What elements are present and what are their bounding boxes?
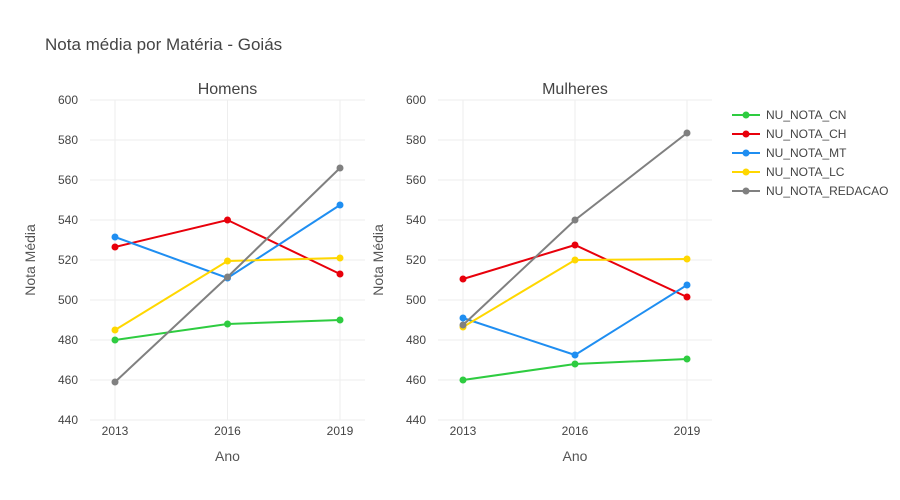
data-point[interactable] (571, 256, 579, 264)
series-nu-nota-cn (459, 355, 691, 384)
x-tick-label: 2016 (562, 424, 589, 438)
data-point[interactable] (111, 326, 119, 334)
legend-item-nu-nota-redacao[interactable]: NU_NOTA_REDACAO (732, 184, 888, 198)
data-point[interactable] (111, 336, 119, 344)
legend-label: NU_NOTA_CH (766, 127, 846, 141)
data-point[interactable] (111, 233, 119, 241)
y-tick-label: 580 (406, 133, 426, 147)
data-point[interactable] (336, 316, 344, 324)
data-point[interactable] (459, 275, 467, 283)
legend-swatch-marker (742, 168, 750, 176)
data-point[interactable] (459, 314, 467, 322)
y-axis-label: Nota Média (22, 224, 38, 296)
legend-item-nu-nota-mt[interactable]: NU_NOTA_MT (732, 146, 847, 160)
y-tick-label: 580 (58, 133, 78, 147)
y-tick-label: 560 (58, 173, 78, 187)
y-tick-label: 460 (58, 373, 78, 387)
legend-swatch-marker (742, 149, 750, 157)
series-nu-nota-mt (459, 281, 691, 359)
y-axis-label: Nota Média (370, 224, 386, 296)
data-point[interactable] (459, 376, 467, 384)
y-tick-label: 500 (58, 293, 78, 307)
data-point[interactable] (571, 360, 579, 368)
data-point[interactable] (224, 273, 231, 281)
series-nu-nota-cn (111, 316, 344, 344)
legend-swatch-marker (742, 187, 750, 195)
y-tick-label: 560 (406, 173, 426, 187)
data-point[interactable] (336, 254, 344, 262)
data-point[interactable] (111, 243, 119, 251)
data-point[interactable] (683, 293, 691, 301)
y-tick-label: 520 (58, 253, 78, 267)
y-tick-label: 440 (58, 413, 78, 427)
legend-label: NU_NOTA_CN (766, 108, 846, 122)
data-point[interactable] (683, 255, 691, 263)
y-tick-label: 480 (58, 333, 78, 347)
legend-swatch-marker (742, 111, 750, 119)
y-tick-label: 600 (58, 93, 78, 107)
panel-mulheres: Mulheres 440 460 480 500 520 540 560 580 600 2013 2… (370, 81, 712, 464)
chart-title: Nota média por Matéria - Goiás (45, 35, 282, 54)
x-tick-label: 2016 (214, 424, 241, 438)
data-point[interactable] (571, 351, 579, 359)
y-tick-label: 440 (406, 413, 426, 427)
x-axis-label: Ano (215, 448, 240, 464)
legend[interactable]: NU_NOTA_CN NU_NOTA_CH NU_NOTA_MT NU_NOTA_LC… (732, 108, 888, 198)
y-tick-label: 500 (406, 293, 426, 307)
panel-subtitle: Mulheres (542, 81, 608, 98)
x-tick-label: 2019 (674, 424, 701, 438)
data-point[interactable] (336, 201, 344, 209)
legend-item-nu-nota-ch[interactable]: NU_NOTA_CH (732, 127, 846, 141)
data-point[interactable] (683, 281, 691, 289)
legend-label: NU_NOTA_LC (766, 165, 845, 179)
series-nu-nota-redacao (459, 129, 691, 329)
data-point[interactable] (571, 216, 579, 224)
y-tick-label: 540 (58, 213, 78, 227)
y-tick-label: 600 (406, 93, 426, 107)
x-axis-label: Ano (563, 448, 588, 464)
data-point[interactable] (336, 270, 344, 278)
y-tick-label: 520 (406, 253, 426, 267)
series-nu-nota-ch (459, 241, 691, 301)
y-tick-label: 540 (406, 213, 426, 227)
panel-homens: Homens 440 460 480 500 520 540 560 580 600 2013 201… (22, 81, 365, 464)
legend-label: NU_NOTA_REDACAO (766, 184, 888, 198)
legend-item-nu-nota-cn[interactable]: NU_NOTA_CN (732, 108, 846, 122)
data-point[interactable] (459, 321, 467, 329)
panel-subtitle: Homens (198, 81, 258, 98)
x-tick-label: 2013 (450, 424, 477, 438)
data-point[interactable] (683, 355, 691, 363)
legend-item-nu-nota-lc[interactable]: NU_NOTA_LC (732, 165, 845, 179)
x-tick-label: 2019 (327, 424, 354, 438)
legend-label: NU_NOTA_MT (766, 146, 847, 160)
data-point[interactable] (224, 320, 231, 328)
series-nu-nota-ch (111, 216, 344, 278)
data-point[interactable] (224, 216, 231, 224)
series-nu-nota-lc (111, 254, 344, 334)
y-tick-label: 480 (406, 333, 426, 347)
data-point[interactable] (571, 241, 579, 249)
data-point[interactable] (111, 378, 119, 386)
x-tick-label: 2013 (102, 424, 129, 438)
data-point[interactable] (224, 257, 231, 265)
y-tick-label: 460 (406, 373, 426, 387)
data-point[interactable] (336, 164, 344, 172)
panels: Homens 440 460 480 500 520 540 560 580 600 2013 201… (22, 81, 712, 464)
series-nu-nota-redacao (111, 164, 344, 386)
data-point[interactable] (683, 129, 691, 137)
legend-swatch-marker (742, 130, 750, 138)
